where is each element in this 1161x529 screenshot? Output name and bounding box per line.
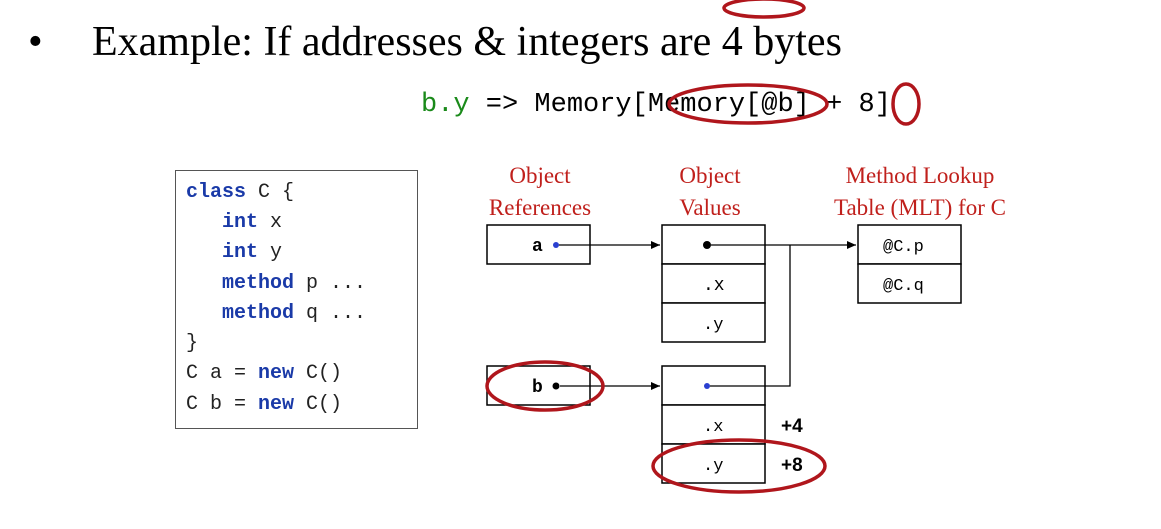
code-class-rest: C { [246,181,295,204]
arrow-obj-b-to-mlt [710,245,791,387]
code-line-new-b: C b = new C() [186,393,342,416]
header-object-values: Object Values [640,160,780,224]
code-int-x-rest: x [258,211,283,234]
obj-b-mlt-dot [704,383,710,389]
mlt-p-cell [857,224,962,265]
code-method-p-rest: p ... [294,272,367,295]
code-line-method-q: method q ... [222,302,366,325]
highlight-ref-b [485,360,605,412]
keyword-int: int [222,211,259,234]
bullet-text: Example: If addresses & integers are 4 b… [92,19,842,65]
highlight-inner-memory [667,83,829,125]
header-values-line1: Object [679,163,741,188]
code-line-class: class C { [186,181,294,204]
expr-field-access: b.y [421,90,470,120]
expr-memory-open: => Memory[ [469,90,648,120]
code-line-int-y: int y [222,241,282,264]
mlt-p-label: @C.p [883,238,924,257]
code-close-brace: } [186,332,199,355]
offset-4-label: +4 [781,416,803,437]
code-new-b-rest: C() [294,393,343,416]
header-mlt-line2: Table (MLT) for C [834,195,1006,220]
keyword-int: int [222,241,259,264]
keyword-new: new [258,393,295,416]
code-line-method-p: method p ... [222,272,366,295]
obj-a-y-cell [661,302,766,343]
code-decl-a: C a = [186,362,259,385]
obj-b-y-cell [661,443,766,484]
obj-a-y-label: .y [703,316,723,335]
code-line-int-x: int x [222,211,282,234]
obj-b-x-label: .x [703,418,723,437]
expr-offset: 8 [858,90,875,120]
header-refs-line2: References [488,195,592,220]
ref-a-pointer-dot [553,242,559,248]
obj-a-mlt-dot [703,241,711,249]
keyword-method: method [222,272,295,295]
code-decl-b: C b = [186,393,259,416]
highlight-field-y-offset [651,438,827,494]
highlight-offset-8 [891,82,921,126]
expr-plus: + [809,90,859,120]
code-new-a-rest: C() [294,362,343,385]
expr-close: ] [874,90,891,120]
obj-a-x-label: .x [703,276,725,296]
offset-8-label: +8 [781,455,803,476]
bullet-glyph: • [28,19,43,65]
mlt-q-label: @C.q [883,277,924,296]
header-method-lookup-table: Method Lookup Table (MLT) for C [810,160,1030,224]
ref-b-label: b [532,378,543,398]
keyword-class: class [186,181,247,204]
code-int-y-rest: y [258,241,283,264]
ref-a-label: a [532,237,543,257]
header-mlt-line1: Method Lookup [845,163,995,188]
ref-b-pointer-dot [552,382,560,390]
header-refs-line1: Object [509,163,571,188]
keyword-method: method [222,302,295,325]
class-code-box: class C { int x int y method p ... metho… [175,170,418,429]
code-line-close-brace: } [186,332,198,355]
highlight-top-partial [722,0,806,19]
header-values-line2: Values [679,195,741,220]
obj-b-y-label: .y [703,457,723,476]
keyword-new: new [258,362,295,385]
obj-a-x-cell [661,263,766,304]
bullet-line: • Example: If addresses & integers are 4… [28,12,842,72]
code-line-new-a: C a = new C() [186,362,342,385]
header-object-references: Object References [470,160,610,224]
code-method-q-rest: q ... [294,302,367,325]
mlt-q-cell [857,263,962,304]
obj-b-x-cell [661,404,766,445]
